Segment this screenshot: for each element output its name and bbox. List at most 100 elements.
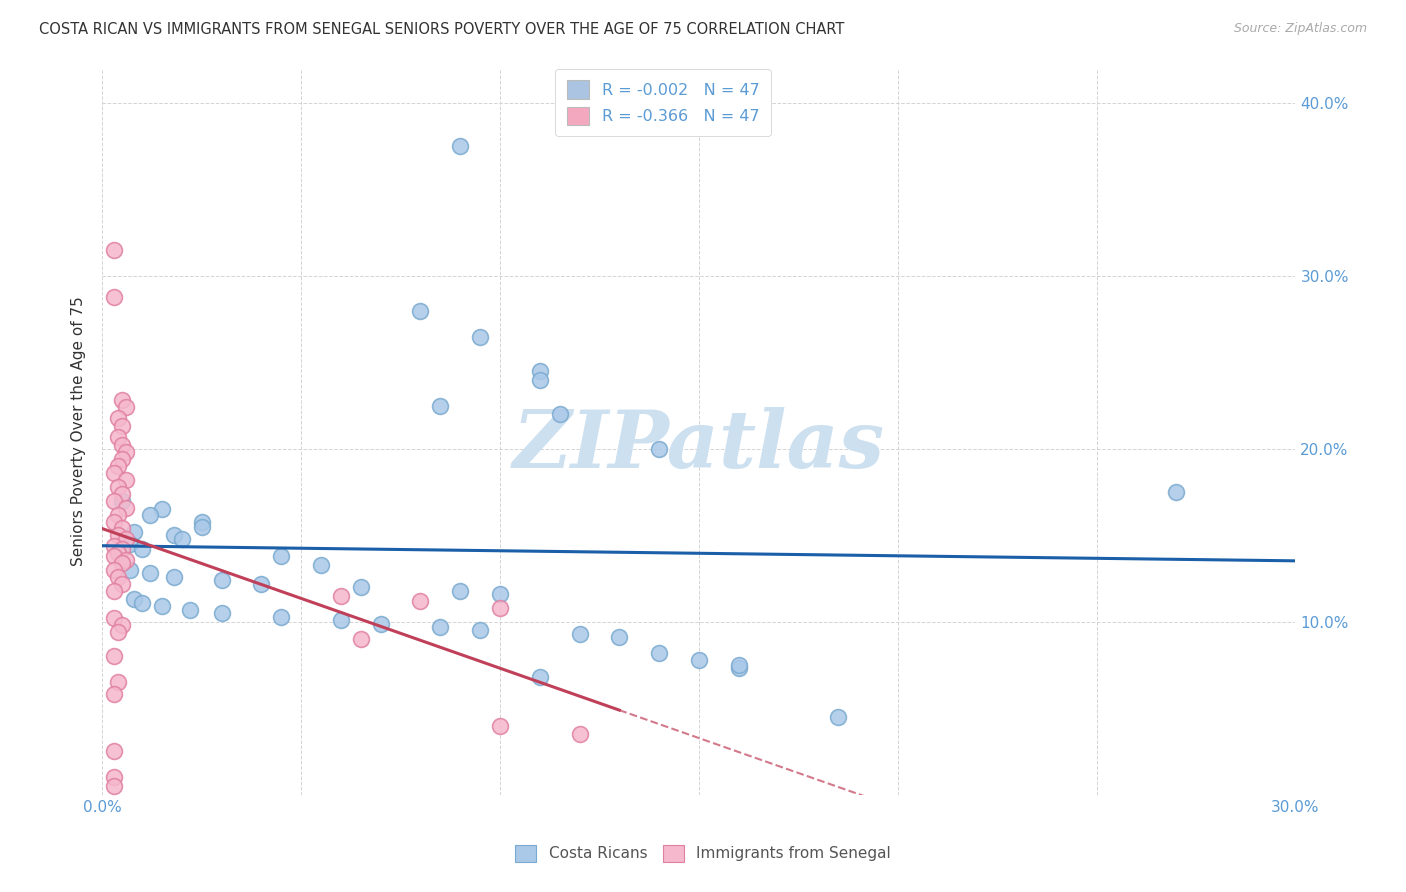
- Legend: Costa Ricans, Immigrants from Senegal: Costa Ricans, Immigrants from Senegal: [509, 838, 897, 868]
- Point: [107, 570, 129, 584]
- Point: [548, 407, 571, 421]
- Point: [122, 592, 145, 607]
- Point: [370, 616, 392, 631]
- Point: [309, 558, 332, 572]
- Point: [107, 528, 129, 542]
- Point: [727, 661, 749, 675]
- Point: [107, 410, 129, 425]
- Point: [107, 430, 129, 444]
- Point: [329, 589, 352, 603]
- Point: [111, 521, 134, 535]
- Point: [115, 532, 138, 546]
- Point: [190, 519, 212, 533]
- Text: COSTA RICAN VS IMMIGRANTS FROM SENEGAL SENIORS POVERTY OVER THE AGE OF 75 CORREL: COSTA RICAN VS IMMIGRANTS FROM SENEGAL S…: [39, 22, 845, 37]
- Point: [350, 580, 373, 594]
- Text: ZIPatlas: ZIPatlas: [513, 408, 884, 485]
- Legend: R = -0.002   N = 47, R = -0.366   N = 47: R = -0.002 N = 47, R = -0.366 N = 47: [555, 70, 770, 136]
- Point: [170, 532, 193, 546]
- Point: [329, 613, 352, 627]
- Point: [139, 566, 162, 581]
- Point: [111, 493, 134, 508]
- Point: [115, 552, 138, 566]
- Point: [103, 290, 125, 304]
- Point: [211, 574, 233, 588]
- Point: [163, 570, 186, 584]
- Point: [827, 710, 849, 724]
- Point: [111, 542, 134, 557]
- Point: [103, 744, 125, 758]
- Point: [648, 646, 671, 660]
- Point: [409, 594, 432, 608]
- Point: [111, 576, 134, 591]
- Point: [150, 599, 173, 614]
- Point: [107, 508, 129, 522]
- Point: [489, 587, 512, 601]
- Point: [568, 727, 591, 741]
- Point: [111, 438, 134, 452]
- Point: [131, 596, 153, 610]
- Point: [111, 618, 134, 632]
- Point: [489, 718, 512, 732]
- Point: [103, 493, 125, 508]
- Point: [350, 632, 373, 646]
- Point: [529, 364, 551, 378]
- Point: [118, 537, 141, 551]
- Y-axis label: Seniors Poverty Over the Age of 75: Seniors Poverty Over the Age of 75: [72, 297, 86, 566]
- Point: [150, 502, 173, 516]
- Point: [111, 393, 134, 408]
- Point: [529, 373, 551, 387]
- Point: [107, 546, 129, 560]
- Point: [103, 649, 125, 664]
- Point: [115, 401, 138, 415]
- Point: [409, 303, 432, 318]
- Point: [449, 583, 471, 598]
- Point: [211, 606, 233, 620]
- Point: [727, 658, 749, 673]
- Point: [111, 487, 134, 501]
- Point: [179, 603, 201, 617]
- Point: [115, 500, 138, 515]
- Point: [111, 419, 134, 434]
- Point: [131, 542, 153, 557]
- Point: [648, 442, 671, 456]
- Point: [111, 452, 134, 467]
- Point: [107, 459, 129, 474]
- Point: [115, 473, 138, 487]
- Point: [139, 508, 162, 522]
- Point: [107, 675, 129, 690]
- Point: [163, 528, 186, 542]
- Point: [122, 524, 145, 539]
- Point: [449, 139, 471, 153]
- Point: [103, 771, 125, 785]
- Point: [103, 563, 125, 577]
- Point: [107, 625, 129, 640]
- Point: [103, 243, 125, 257]
- Point: [103, 549, 125, 563]
- Point: [468, 329, 491, 343]
- Point: [103, 687, 125, 701]
- Point: [270, 549, 292, 563]
- Point: [103, 611, 125, 625]
- Point: [103, 539, 125, 553]
- Point: [111, 556, 134, 570]
- Point: [529, 670, 551, 684]
- Point: [688, 653, 710, 667]
- Point: [103, 779, 125, 793]
- Text: Source: ZipAtlas.com: Source: ZipAtlas.com: [1233, 22, 1367, 36]
- Point: [250, 576, 273, 591]
- Point: [429, 399, 451, 413]
- Point: [1166, 485, 1188, 500]
- Point: [115, 445, 138, 459]
- Point: [107, 480, 129, 494]
- Point: [118, 563, 141, 577]
- Point: [270, 609, 292, 624]
- Point: [489, 601, 512, 615]
- Point: [103, 583, 125, 598]
- Point: [468, 624, 491, 638]
- Point: [429, 620, 451, 634]
- Point: [607, 631, 630, 645]
- Point: [568, 627, 591, 641]
- Point: [103, 466, 125, 480]
- Point: [190, 515, 212, 529]
- Point: [103, 515, 125, 529]
